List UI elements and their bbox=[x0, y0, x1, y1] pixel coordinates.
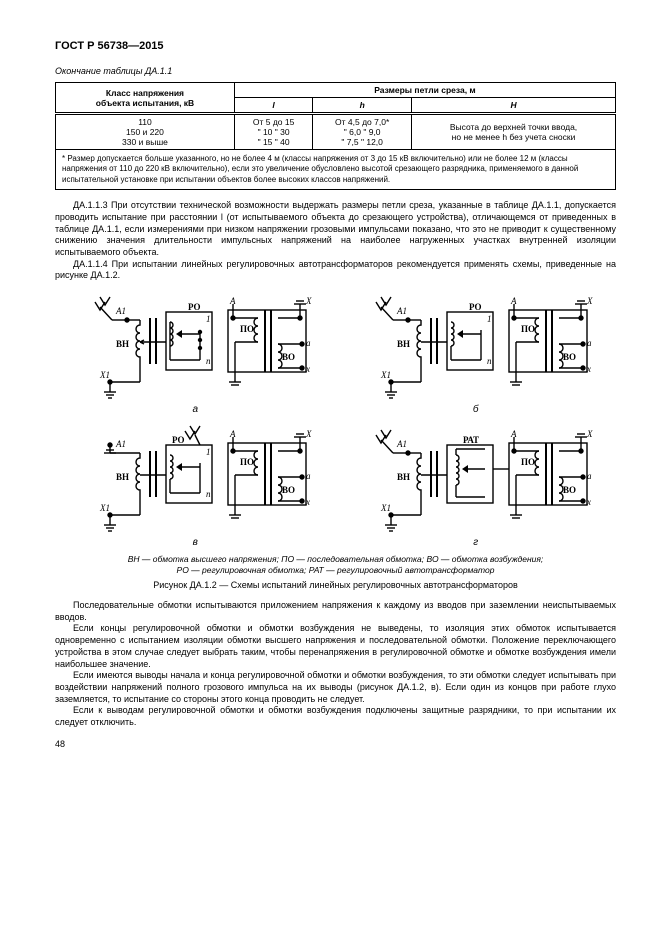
svg-text:A1: A1 bbox=[115, 306, 126, 316]
figure-legend: ВН — обмотка высшего напряжения; ПО — по… bbox=[55, 554, 616, 576]
svg-text:ВО: ВО bbox=[563, 352, 576, 362]
svg-text:ВН: ВН bbox=[116, 339, 129, 349]
label-a: а bbox=[192, 404, 198, 415]
para-5: Если имеются выводы начала и конца регул… bbox=[55, 670, 616, 705]
svg-text:X1: X1 bbox=[99, 370, 110, 380]
svg-text:A: A bbox=[510, 296, 517, 306]
para-6: Если к выводам регулировочной обмотки и … bbox=[55, 705, 616, 728]
svg-text:n: n bbox=[206, 356, 211, 366]
svg-text:а: а bbox=[306, 471, 311, 481]
diagram-row-2: A1 X1 ВН РО 1 n A X ПО ВО а x в bbox=[55, 425, 616, 548]
label-g: г bbox=[473, 537, 478, 548]
svg-text:ПО: ПО bbox=[521, 457, 535, 467]
svg-text:1: 1 bbox=[206, 314, 211, 324]
svg-text:A1: A1 bbox=[396, 439, 407, 449]
para-4: Если концы регулировочной обмотки и обмо… bbox=[55, 623, 616, 670]
td-H: Высота до верхней точки ввода, но не мен… bbox=[412, 114, 616, 150]
label-b: б bbox=[473, 404, 479, 415]
svg-text:A1: A1 bbox=[396, 306, 407, 316]
svg-text:а: а bbox=[587, 338, 592, 348]
svg-text:1: 1 bbox=[487, 314, 492, 324]
svg-text:а: а bbox=[306, 338, 311, 348]
svg-text:x: x bbox=[305, 364, 310, 374]
shear-loop-table: Класс напряжения объекта испытания, кВ Р… bbox=[55, 82, 616, 190]
svg-text:X: X bbox=[305, 429, 312, 439]
svg-text:x: x bbox=[586, 497, 591, 507]
svg-text:X: X bbox=[305, 296, 312, 306]
svg-text:A1: A1 bbox=[115, 439, 126, 449]
svg-text:ВО: ВО bbox=[563, 485, 576, 495]
label-v: в bbox=[193, 537, 198, 548]
diagram-v: A1 X1 ВН РО 1 n A X ПО ВО а x bbox=[70, 425, 320, 535]
svg-text:ВН: ВН bbox=[116, 472, 129, 482]
table-continuation-label: Окончание таблицы ДА.1.1 bbox=[55, 66, 616, 76]
para-3: Последовательные обмотки испытываются пр… bbox=[55, 600, 616, 623]
svg-text:РАТ: РАТ bbox=[463, 435, 479, 445]
svg-text:ВН: ВН bbox=[397, 472, 410, 482]
svg-text:X1: X1 bbox=[380, 503, 391, 513]
svg-text:ПО: ПО bbox=[521, 324, 535, 334]
figure-caption: Рисунок ДА.1.2 — Схемы испытаний линейны… bbox=[55, 580, 616, 590]
page-number: 48 bbox=[55, 739, 616, 749]
svg-text:РО: РО bbox=[172, 435, 184, 445]
diagram-a: A1 X1 ВН РО 1 n A X ПО ВО а x bbox=[70, 292, 320, 402]
td-l: От 5 до 15 " 10 " 30 " 15 " 40 bbox=[234, 114, 312, 150]
td-classes: 110 150 и 220 330 и выше bbox=[56, 114, 235, 150]
svg-text:а: а bbox=[587, 471, 592, 481]
svg-text:X: X bbox=[586, 296, 593, 306]
svg-text:A: A bbox=[229, 429, 236, 439]
th-h: h bbox=[313, 98, 412, 114]
svg-text:X1: X1 bbox=[99, 503, 110, 513]
svg-text:ВО: ВО bbox=[282, 352, 295, 362]
svg-text:РО: РО bbox=[469, 302, 481, 312]
svg-text:A: A bbox=[229, 296, 236, 306]
svg-text:n: n bbox=[206, 489, 211, 499]
th-l: l bbox=[234, 98, 312, 114]
td-h: От 4,5 до 7,0* " 6,0 " 9,0 " 7,5 " 12,0 bbox=[313, 114, 412, 150]
th-H: H bbox=[412, 98, 616, 114]
svg-text:A: A bbox=[510, 429, 517, 439]
th-class: Класс напряжения объекта испытания, кВ bbox=[56, 83, 235, 114]
para-1-1-3: ДА.1.1.3 При отсутствии технической возм… bbox=[55, 200, 616, 258]
diagram-row-1: A1 X1 ВН РО 1 n A X ПО ВО а x а bbox=[55, 292, 616, 415]
svg-text:ВО: ВО bbox=[282, 485, 295, 495]
table-footnote: * Размер допускается больше указанного, … bbox=[56, 150, 616, 190]
svg-text:ВН: ВН bbox=[397, 339, 410, 349]
svg-text:ПО: ПО bbox=[240, 457, 254, 467]
svg-text:x: x bbox=[305, 497, 310, 507]
para-1-1-4: ДА.1.1.4 При испытании линейных регулиро… bbox=[55, 259, 616, 282]
diagram-g: A1 X1 ВН РАТ A X ПО ВО а x bbox=[351, 425, 601, 535]
svg-text:n: n bbox=[487, 356, 492, 366]
svg-text:X: X bbox=[586, 429, 593, 439]
svg-text:X1: X1 bbox=[380, 370, 391, 380]
document-header: ГОСТ Р 56738—2015 bbox=[55, 40, 616, 52]
th-span: Размеры петли среза, м bbox=[234, 83, 615, 98]
svg-text:ПО: ПО bbox=[240, 324, 254, 334]
svg-text:РО: РО bbox=[188, 302, 200, 312]
diagram-b: A1 X1 ВН РО 1 n A X ПО ВО а x bbox=[351, 292, 601, 402]
svg-text:1: 1 bbox=[206, 447, 211, 457]
svg-text:x: x bbox=[586, 364, 591, 374]
